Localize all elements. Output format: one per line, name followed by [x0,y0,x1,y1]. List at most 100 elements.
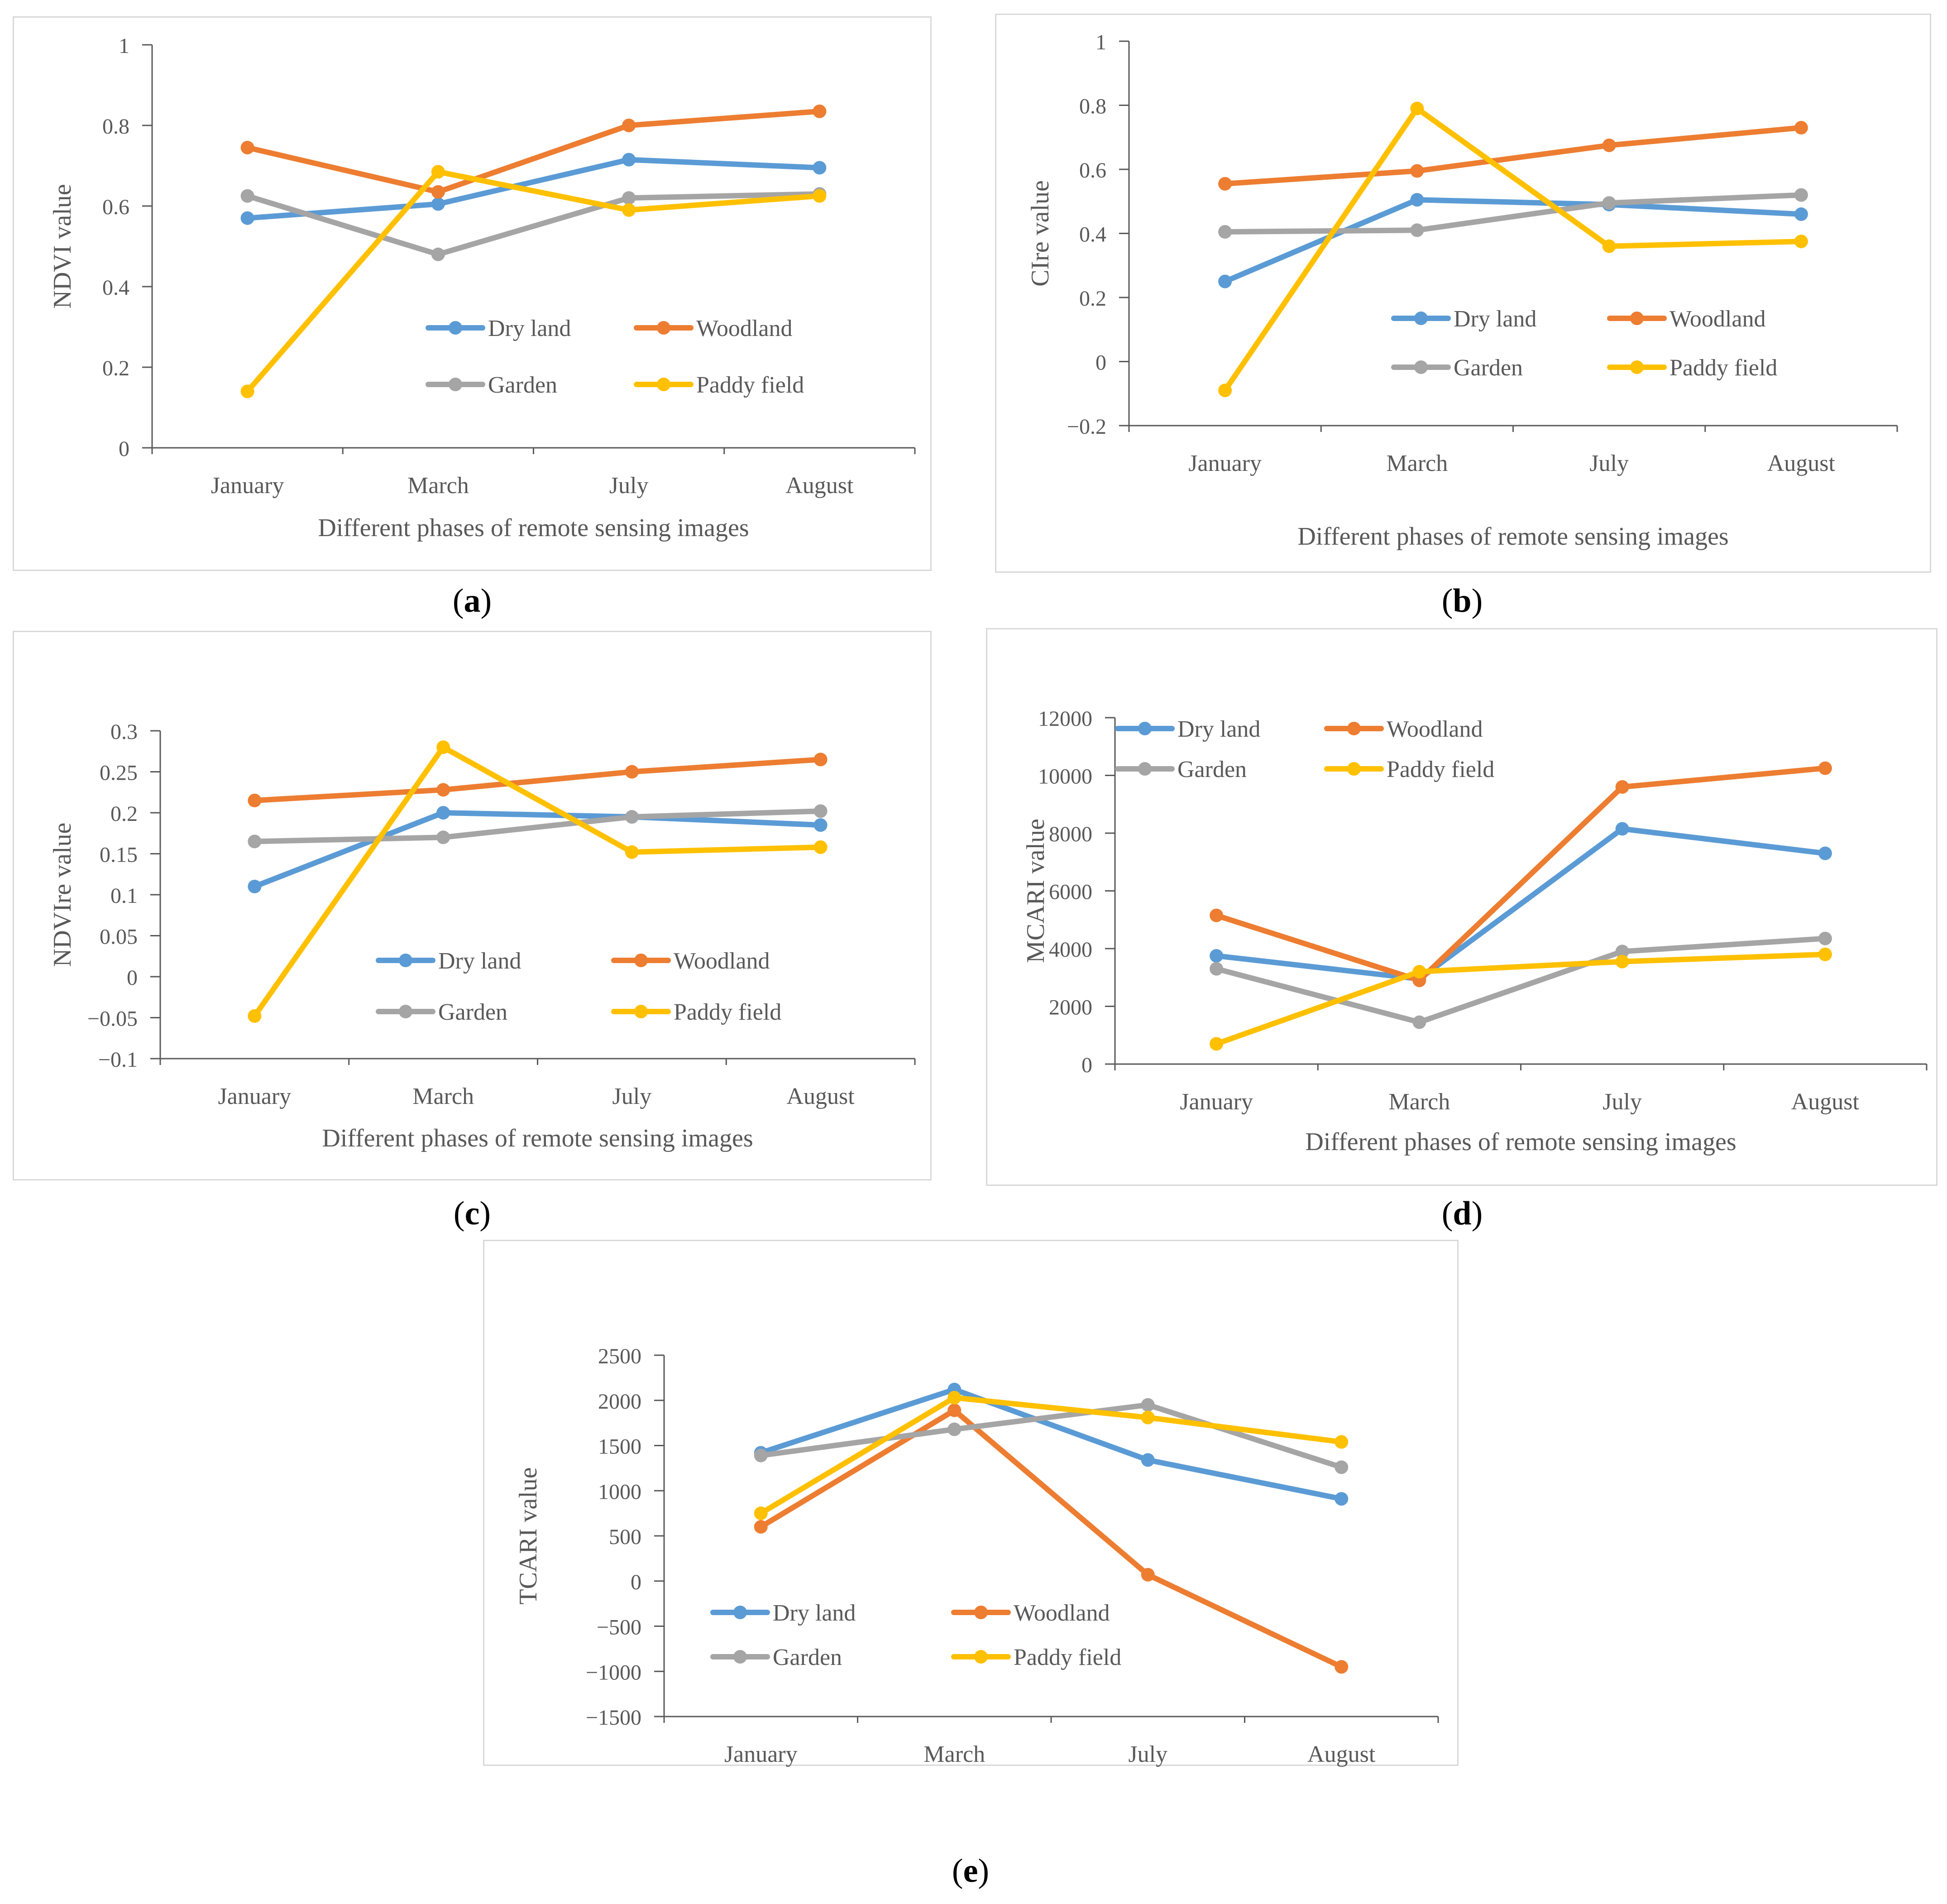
data-point-dry-land [1818,846,1832,860]
chart-panel-a: 0 0.2 0.4 0.6 0.8 1 January March July August Diff… [13,16,932,571]
y-tick-label: 2000 [1049,996,1092,1020]
series-line-garden [1222,192,1804,235]
y-tick-label: 1500 [598,1435,641,1459]
data-point-paddy-field [813,189,827,203]
data-point-paddy-field [240,384,254,398]
legend-label-woodland: Woodland [1387,716,1483,742]
x-tick-label: January [211,473,284,499]
y-tick-label: 0.6 [102,195,129,219]
data-point-paddy-field [1615,954,1629,969]
y-tick-label: 500 [609,1525,641,1549]
data-point-paddy-field [248,1009,262,1023]
x-axis-title: Different phases of remote sensing image… [322,1124,753,1152]
data-point-garden [754,1448,768,1463]
legend-label-garden: Garden [438,999,507,1025]
data-point-garden [1412,1015,1426,1029]
legend-label-dry-land: Dry land [1454,306,1536,332]
y-tick-label: 0.8 [1079,95,1106,119]
legend-marker-garden [399,1005,412,1018]
y-tick-label: 0 [1081,1053,1092,1077]
data-point-garden [431,247,445,261]
y-tick-label: 0.4 [1079,223,1106,247]
x-tick-label: March [1387,451,1448,476]
legend-label-garden: Garden [1177,757,1247,782]
legend-marker-woodland [657,321,670,335]
legend-marker-dry-land [449,321,462,335]
data-point-dry-land [1141,1453,1155,1467]
x-tick-label: January [218,1084,292,1109]
data-point-garden [622,191,636,205]
y-tick-label: 1 [119,34,129,58]
legend-marker-paddy-field [634,1005,648,1018]
y-tick-label: 8000 [1049,822,1092,846]
chart-d: 0 2000 4000 6000 8000 10000 12000 January March J… [1022,707,1928,1156]
y-axis-title: CIre value [1026,180,1054,287]
series-line-woodland [1222,125,1804,187]
series-line-paddy-field [252,744,823,1019]
legend-marker-paddy-field [1630,360,1644,374]
y-tick-label: −1000 [586,1660,641,1684]
x-tick-label: July [609,473,649,499]
data-point-paddy-field [1410,101,1424,115]
data-point-woodland [248,793,262,807]
legend-marker-dry-land [1414,312,1428,325]
caption-b: (b) [1441,582,1483,619]
legend-label-paddy-field: Paddy field [1670,355,1777,381]
x-tick-label: July [1128,1741,1167,1767]
caption-c: (c) [453,1195,491,1232]
legend-marker-woodland [974,1606,988,1619]
chart-b: −0.2 0 0.2 0.4 0.6 0.8 1 January March July August… [1026,30,1898,551]
caption-d: (d) [1441,1195,1483,1232]
data-point-dry-land [1410,193,1424,207]
x-tick-label: March [412,1084,474,1109]
data-point-woodland [625,765,639,779]
legend-marker-dry-land [733,1606,747,1619]
x-tick-label: January [1188,451,1262,476]
y-tick-label: 4000 [1049,938,1092,962]
chart-a: 0 0.2 0.4 0.6 0.8 1 January March July August Diff… [48,34,916,542]
y-tick-label: 0.25 [100,761,138,785]
legend-label-garden: Garden [488,372,557,398]
y-tick-label: −1500 [586,1706,641,1730]
legend-label-paddy-field: Paddy field [1387,757,1494,782]
series-line-paddy-field [758,1395,1344,1516]
y-tick-label: 1 [1095,30,1106,54]
series-line-woodland [244,108,823,195]
legend-marker-garden [733,1650,747,1664]
y-tick-label: 0.05 [100,925,138,949]
data-point-woodland [1615,780,1629,794]
x-tick-label: August [787,1084,855,1109]
y-tick-label: 10000 [1038,765,1092,789]
y-tick-label: 12000 [1038,707,1092,731]
legend-marker-paddy-field [657,378,670,391]
y-tick-label: 0.2 [110,802,138,826]
series-line-garden [758,1402,1344,1470]
data-point-garden [1218,225,1232,239]
legend-label-dry-land: Dry land [1177,716,1260,742]
y-tick-label: −0.05 [87,1007,138,1031]
series-line-woodland [758,1407,1344,1670]
data-point-garden [436,830,450,844]
x-tick-label: March [923,1741,985,1767]
y-tick-label: 2000 [598,1390,641,1414]
data-point-garden [1602,196,1616,210]
series-line-paddy-field [1214,951,1828,1047]
y-tick-label: −0.2 [1067,415,1106,439]
data-point-dry-land [622,153,636,167]
y-tick-label: 0.2 [102,356,129,380]
legend-label-dry-land: Dry land [438,948,521,974]
x-tick-label: August [785,473,854,499]
x-axis-title: Different phases of remote sensing image… [1297,523,1728,551]
series-line-dry-land [1214,826,1828,982]
chart-panel-d: 0 2000 4000 6000 8000 10000 12000 January March J… [986,628,1937,1186]
x-tick-label: March [407,473,469,499]
legend-label-paddy-field: Paddy field [1014,1645,1121,1670]
series-line-garden [252,808,823,844]
data-point-woodland [1410,164,1424,178]
series-line-paddy-field [1222,106,1804,393]
legend-marker-paddy-field [1347,762,1361,776]
data-point-paddy-field [436,740,450,754]
data-point-dry-land [1615,822,1629,836]
series-line-garden [244,191,823,257]
series-line-dry-land [244,157,823,221]
